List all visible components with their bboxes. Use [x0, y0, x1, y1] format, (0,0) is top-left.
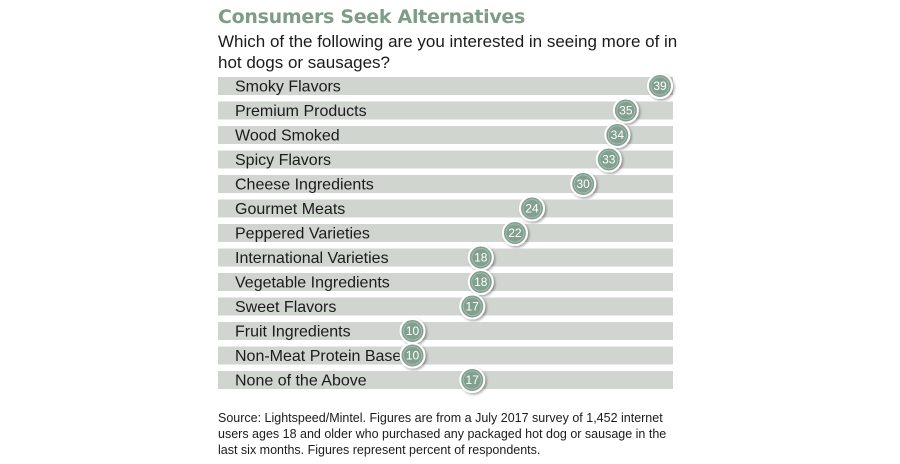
bar-track: [218, 77, 673, 95]
value-bubble: 30: [570, 171, 597, 197]
value-label: 18: [474, 251, 488, 265]
value-bubble-inner-ring: [522, 199, 542, 218]
value-label: 35: [619, 104, 633, 118]
bar-track: [218, 371, 673, 389]
value-bubble-inner-ring: [573, 174, 593, 194]
value-bubble-inner-ring: [650, 76, 670, 96]
value-label: 34: [611, 128, 625, 142]
category-label: Vegetable Ingredients: [235, 275, 390, 292]
bar-track: [218, 175, 673, 193]
value-bubble-inner-ring: [403, 346, 422, 365]
value-label: 18: [474, 275, 488, 289]
value-label: 30: [577, 177, 591, 191]
value-bubble: 24: [518, 195, 545, 222]
value-label: 10: [406, 324, 420, 338]
value-bubble-circle: [595, 146, 622, 173]
value-bubble-circle: [604, 122, 631, 148]
value-bubble: 18: [467, 269, 494, 295]
bar-track: [218, 224, 673, 242]
category-label: Gourmet Meats: [235, 201, 345, 218]
value-bubble-circle: [612, 97, 639, 124]
value-bubble-circle: [459, 293, 486, 320]
value-bubble-inner-ring: [403, 321, 422, 341]
value-bubble-inner-ring: [471, 272, 491, 292]
value-bubble: 22: [501, 220, 528, 246]
category-label: Sweet Flavors: [235, 299, 336, 316]
category-label: Premium Products: [235, 103, 367, 120]
value-bubble: 39: [647, 73, 673, 99]
value-bubble-inner-ring: [462, 297, 482, 316]
value-bubble: 18: [467, 244, 494, 271]
value-bubble: 10: [399, 318, 426, 344]
bar-track: [218, 150, 673, 169]
value-bubble: 10: [399, 342, 426, 369]
value-bubble-inner-ring: [505, 223, 525, 243]
category-label: Wood Smoked: [235, 128, 340, 145]
bar-track: [218, 126, 673, 144]
category-label: International Varieties: [235, 250, 389, 267]
category-label: None of the Above: [235, 373, 367, 390]
value-bubble-inner-ring: [607, 125, 627, 145]
value-label: 22: [508, 226, 522, 240]
bar-track: [218, 273, 673, 291]
value-bubble: 34: [604, 122, 631, 148]
value-bubble-circle: [647, 73, 673, 99]
value-bubble-inner-ring: [462, 370, 482, 390]
value-bubble-circle: [518, 195, 545, 222]
chart-question: Which of the following are you intereste…: [218, 32, 678, 72]
bar-track: [218, 101, 673, 120]
chart-title: Consumers Seek Alternatives: [218, 6, 526, 28]
value-bubble: 35: [612, 97, 639, 124]
bar-track: [218, 297, 673, 316]
value-bubble-circle: [459, 367, 486, 393]
value-bubble-inner-ring: [599, 150, 619, 169]
value-label: 33: [602, 153, 616, 167]
category-label: Non-Meat Protein Base: [235, 348, 401, 365]
value-bubble-inner-ring: [471, 248, 491, 267]
category-label: Smoky Flavors: [235, 79, 341, 96]
category-label: Fruit Ingredients: [235, 324, 351, 341]
value-bubble: 17: [459, 367, 486, 393]
value-bubble-circle: [570, 171, 597, 197]
value-label: 10: [406, 349, 420, 363]
bar-track: [218, 199, 673, 218]
category-label: Peppered Varieties: [235, 226, 370, 243]
value-label: 24: [525, 202, 539, 216]
value-bubble-inner-ring: [616, 101, 636, 120]
value-bubble-circle: [399, 342, 426, 369]
value-bubble: 33: [595, 146, 622, 173]
value-bubble-circle: [467, 269, 494, 295]
source-note: Source: Lightspeed/Mintel. Figures are f…: [218, 411, 667, 457]
value-label: 17: [466, 373, 480, 387]
bar-track: [218, 346, 673, 365]
bar-track: [218, 322, 673, 340]
bar-track: [218, 248, 673, 267]
value-label: 39: [653, 79, 667, 93]
value-label: 17: [466, 300, 480, 314]
value-bubble-circle: [501, 220, 528, 246]
category-label: Spicy Flavors: [235, 152, 331, 169]
value-bubble: 17: [459, 293, 486, 320]
category-label: Cheese Ingredients: [235, 177, 374, 194]
